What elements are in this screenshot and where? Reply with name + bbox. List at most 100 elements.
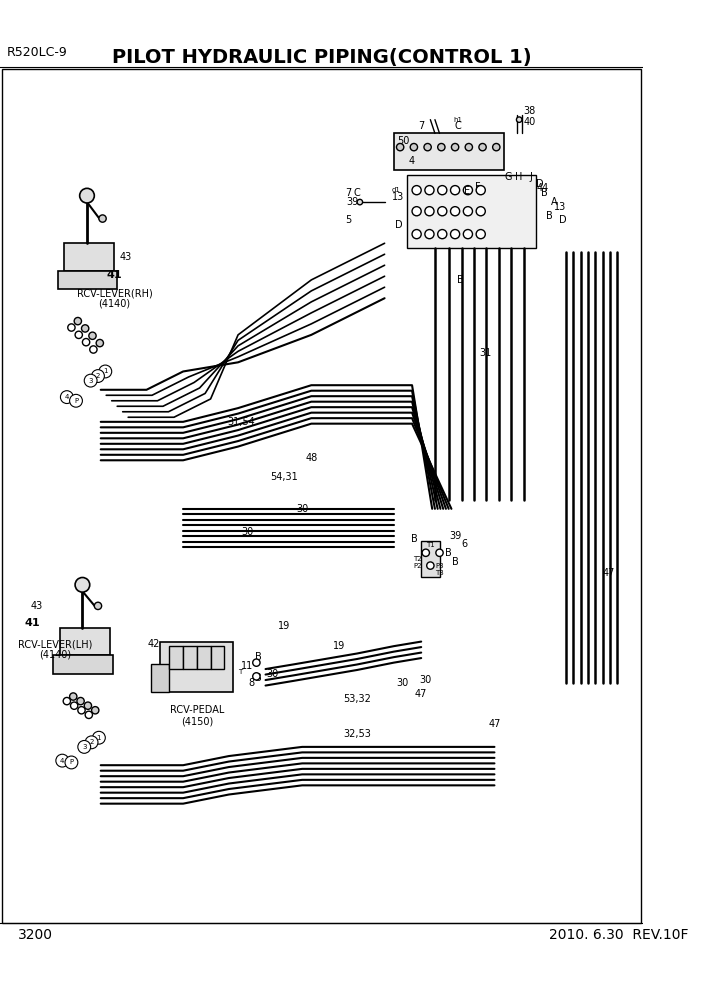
Text: B: B <box>411 534 417 544</box>
Text: D: D <box>536 179 544 188</box>
Text: 47: 47 <box>415 688 428 698</box>
Circle shape <box>68 323 75 331</box>
Circle shape <box>476 206 485 216</box>
Text: 41: 41 <box>107 271 122 281</box>
Circle shape <box>436 550 443 557</box>
Circle shape <box>357 199 363 204</box>
Text: T2: T2 <box>413 557 422 562</box>
Text: 53,32: 53,32 <box>343 694 371 704</box>
Text: 39: 39 <box>449 532 461 542</box>
Text: E: E <box>464 186 470 196</box>
Circle shape <box>412 186 421 194</box>
Text: 44: 44 <box>537 184 549 193</box>
Circle shape <box>412 229 421 239</box>
Text: 39: 39 <box>346 197 359 207</box>
Bar <box>421 541 439 577</box>
Text: 30: 30 <box>267 669 279 679</box>
Circle shape <box>465 144 472 151</box>
Text: RCV-LEVER(RH): RCV-LEVER(RH) <box>77 289 152 299</box>
Bar <box>160 642 234 692</box>
Text: G: G <box>505 173 512 183</box>
Text: 4: 4 <box>60 758 65 764</box>
Text: d1: d1 <box>391 187 400 193</box>
Text: D: D <box>559 215 567 225</box>
Circle shape <box>69 395 82 407</box>
Circle shape <box>397 144 404 151</box>
Circle shape <box>463 206 472 216</box>
Text: 42: 42 <box>147 639 160 650</box>
Circle shape <box>424 144 431 151</box>
Circle shape <box>437 186 447 194</box>
Text: 38: 38 <box>524 105 536 115</box>
Text: 30: 30 <box>296 504 308 514</box>
Circle shape <box>74 317 81 324</box>
Text: 2010. 6.30  REV.10F: 2010. 6.30 REV.10F <box>550 928 689 941</box>
Circle shape <box>253 673 260 681</box>
Circle shape <box>425 229 434 239</box>
Text: RCV-LEVER(LH): RCV-LEVER(LH) <box>18 639 92 650</box>
Bar <box>53 656 112 674</box>
Text: J: J <box>529 173 533 183</box>
Circle shape <box>479 144 486 151</box>
Text: 50: 50 <box>397 136 409 146</box>
Circle shape <box>463 186 472 194</box>
Circle shape <box>425 206 434 216</box>
Text: 30: 30 <box>241 527 253 537</box>
Text: T: T <box>238 669 242 675</box>
Circle shape <box>69 692 77 700</box>
Circle shape <box>90 346 97 353</box>
Circle shape <box>81 324 89 332</box>
Bar <box>211 646 225 669</box>
Text: 30: 30 <box>420 675 432 685</box>
Text: 8: 8 <box>249 678 255 687</box>
Circle shape <box>75 577 90 592</box>
Circle shape <box>60 391 73 404</box>
Circle shape <box>476 186 485 194</box>
Bar <box>169 646 183 669</box>
Circle shape <box>517 117 522 122</box>
Text: 43: 43 <box>30 601 43 611</box>
Text: A: A <box>550 197 557 207</box>
Text: 19: 19 <box>333 641 345 651</box>
Text: 47: 47 <box>603 567 615 578</box>
Text: T3: T3 <box>435 570 444 576</box>
Text: 41: 41 <box>25 618 40 628</box>
Circle shape <box>410 144 418 151</box>
Text: 7: 7 <box>418 121 424 131</box>
Text: B: B <box>546 211 552 221</box>
Text: B: B <box>457 275 464 285</box>
Circle shape <box>425 186 434 194</box>
Text: 3: 3 <box>82 744 86 750</box>
Circle shape <box>63 697 70 704</box>
Circle shape <box>82 338 90 346</box>
Bar <box>394 133 503 170</box>
Text: T1: T1 <box>426 543 435 549</box>
Circle shape <box>84 702 91 709</box>
Circle shape <box>412 206 421 216</box>
Circle shape <box>427 561 434 569</box>
Text: C: C <box>454 121 461 131</box>
Circle shape <box>437 206 447 216</box>
Text: 2: 2 <box>89 739 94 745</box>
Circle shape <box>93 731 105 744</box>
Circle shape <box>79 188 94 203</box>
Circle shape <box>253 659 260 667</box>
Text: (4140): (4140) <box>39 650 71 660</box>
Text: 48: 48 <box>305 453 317 463</box>
Circle shape <box>89 332 96 339</box>
Bar <box>183 646 197 669</box>
Text: 13: 13 <box>555 201 567 211</box>
Text: 1: 1 <box>97 735 101 741</box>
Text: P3: P3 <box>435 562 444 568</box>
Text: H: H <box>515 173 523 183</box>
Text: 31: 31 <box>479 348 491 358</box>
Text: B: B <box>255 674 262 683</box>
Text: RCV-PEDAL: RCV-PEDAL <box>170 705 224 715</box>
Bar <box>58 271 117 289</box>
Bar <box>407 175 536 248</box>
Text: P: P <box>74 398 78 404</box>
Bar <box>64 243 114 271</box>
Text: D: D <box>395 220 402 230</box>
Text: 19: 19 <box>278 621 290 631</box>
Circle shape <box>85 736 98 749</box>
